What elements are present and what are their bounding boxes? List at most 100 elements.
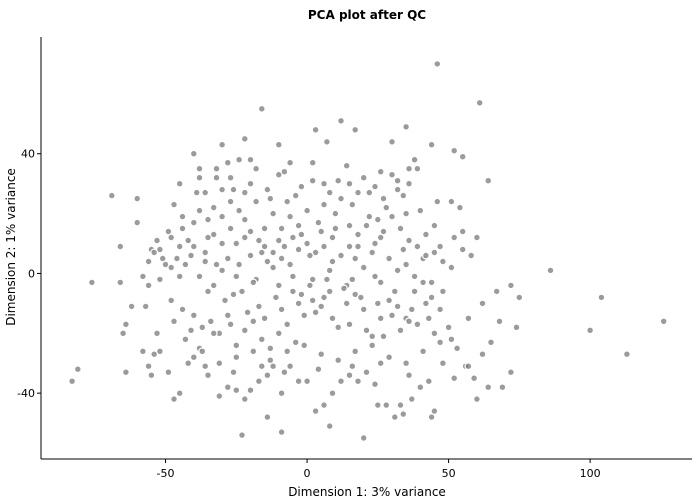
data-point xyxy=(379,332,388,341)
data-point xyxy=(390,413,399,422)
data-point xyxy=(289,287,297,296)
data-point xyxy=(277,224,286,233)
data-point xyxy=(365,212,374,221)
data-point xyxy=(405,179,413,188)
data-point xyxy=(351,347,360,356)
data-point xyxy=(447,335,456,344)
data-point xyxy=(368,248,377,257)
data-point xyxy=(195,206,204,215)
data-point xyxy=(371,272,379,281)
data-point xyxy=(266,194,275,203)
data-point xyxy=(342,299,351,308)
data-point xyxy=(371,182,379,191)
data-point xyxy=(450,233,459,242)
data-point xyxy=(189,311,198,320)
data-point xyxy=(144,257,153,266)
data-point xyxy=(192,188,201,197)
data-point xyxy=(226,320,235,329)
data-point xyxy=(286,158,295,167)
data-point xyxy=(232,353,241,362)
data-point xyxy=(221,296,229,305)
data-point xyxy=(116,278,125,287)
data-point xyxy=(204,287,212,296)
data-point xyxy=(240,134,249,143)
data-point xyxy=(277,254,286,263)
data-point xyxy=(351,254,360,263)
data-point xyxy=(317,350,326,359)
data-point xyxy=(371,239,379,248)
data-point xyxy=(340,284,348,293)
data-point xyxy=(334,356,343,365)
data-point xyxy=(215,392,224,401)
data-point xyxy=(470,374,479,383)
data-point xyxy=(170,317,178,326)
data-point xyxy=(235,206,244,215)
data-point xyxy=(416,206,425,215)
data-point xyxy=(436,242,445,251)
data-point xyxy=(195,272,204,281)
data-point xyxy=(492,287,501,296)
data-point xyxy=(371,380,379,389)
data-point xyxy=(232,341,241,350)
data-point xyxy=(107,191,116,200)
data-point xyxy=(238,287,246,296)
data-point xyxy=(235,155,244,164)
points-layer xyxy=(68,60,668,442)
y-axis-title: Dimension 2: 1% variance xyxy=(4,168,18,326)
x-axis-title: Dimension 1: 3% variance xyxy=(288,485,446,499)
data-point xyxy=(119,329,127,338)
data-point xyxy=(413,320,422,329)
data-point xyxy=(405,164,413,173)
data-point xyxy=(419,347,428,356)
data-point xyxy=(484,176,493,185)
data-point xyxy=(407,395,416,404)
data-point xyxy=(444,323,453,332)
data-point xyxy=(73,365,82,374)
data-point xyxy=(274,329,283,338)
data-point xyxy=(396,224,405,233)
data-point xyxy=(167,233,176,242)
data-point xyxy=(447,263,456,272)
data-point xyxy=(294,377,303,386)
data-point xyxy=(232,386,241,395)
data-point xyxy=(127,302,136,311)
data-point xyxy=(354,230,362,239)
data-point xyxy=(402,260,411,269)
data-point xyxy=(345,179,354,188)
data-point xyxy=(433,197,442,206)
data-point xyxy=(204,215,212,224)
data-point xyxy=(246,386,255,395)
data-point xyxy=(246,227,255,236)
data-point xyxy=(331,209,340,218)
data-point xyxy=(300,311,309,320)
data-point xyxy=(178,305,187,314)
data-point xyxy=(430,221,439,230)
data-point xyxy=(263,185,272,194)
x-tick-label: 100 xyxy=(580,467,601,480)
data-point xyxy=(623,350,631,359)
data-point xyxy=(334,176,343,185)
data-point xyxy=(223,311,232,320)
data-point xyxy=(325,287,334,296)
data-point xyxy=(368,341,377,350)
data-point xyxy=(356,293,365,302)
data-point xyxy=(478,299,487,308)
data-point xyxy=(269,248,278,257)
data-point xyxy=(388,311,396,320)
data-point xyxy=(218,140,227,149)
data-point xyxy=(274,140,283,149)
data-point xyxy=(218,212,227,221)
data-point xyxy=(546,266,555,275)
data-point xyxy=(254,377,263,386)
data-point xyxy=(436,338,445,347)
data-point xyxy=(246,251,255,260)
data-point xyxy=(659,317,668,326)
data-point xyxy=(410,287,419,296)
data-point xyxy=(141,302,150,311)
data-point xyxy=(405,236,413,245)
data-point xyxy=(464,362,473,371)
data-point xyxy=(348,362,357,371)
data-point xyxy=(317,302,326,311)
data-point xyxy=(447,197,456,206)
data-point xyxy=(385,353,394,362)
